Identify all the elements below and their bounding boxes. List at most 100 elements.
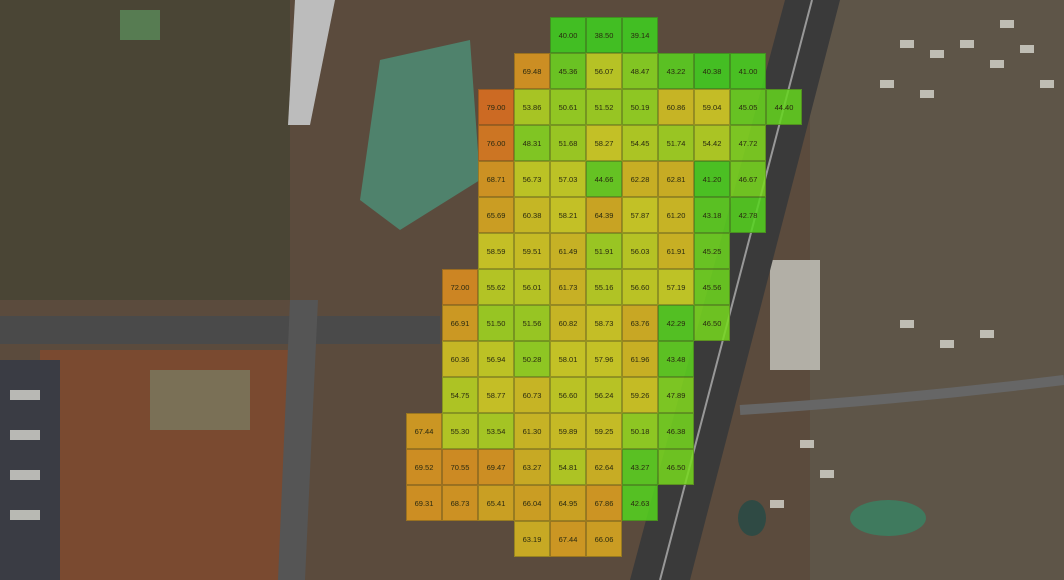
heatmap-cell: 40.00	[550, 17, 586, 53]
heatmap-cell: 56.07	[586, 53, 622, 89]
heatmap-cell: 61.20	[658, 197, 694, 233]
heatmap-cell: 62.28	[622, 161, 658, 197]
heatmap-cell: 76.00	[478, 125, 514, 161]
heatmap-cell: 56.60	[550, 377, 586, 413]
heatmap-cell: 58.73	[586, 305, 622, 341]
heatmap-cell: 56.24	[586, 377, 622, 413]
heatmap-cell: 41.20	[694, 161, 730, 197]
heatmap-cell: 61.49	[550, 233, 586, 269]
heatmap-cell: 65.69	[478, 197, 514, 233]
heatmap-cell: 62.64	[586, 449, 622, 485]
heatmap-cell: 67.44	[406, 413, 442, 449]
heatmap-cell: 69.52	[406, 449, 442, 485]
heatmap-cell: 56.60	[622, 269, 658, 305]
buildings	[10, 10, 1054, 520]
heatmap-cell: 43.48	[658, 341, 694, 377]
heatmap-cell: 58.01	[550, 341, 586, 377]
heatmap-cell: 62.81	[658, 161, 694, 197]
heatmap-cell: 60.82	[550, 305, 586, 341]
heatmap-cell: 50.19	[622, 89, 658, 125]
heatmap-cell: 57.87	[622, 197, 658, 233]
heatmap-cell: 63.27	[514, 449, 550, 485]
heatmap-cell: 57.96	[586, 341, 622, 377]
heatmap-cell: 45.05	[730, 89, 766, 125]
heatmap-cell: 53.86	[514, 89, 550, 125]
pond	[850, 500, 926, 536]
heatmap-cell: 60.36	[442, 341, 478, 377]
heatmap-cell: 50.18	[622, 413, 658, 449]
heatmap-cell: 79.00	[478, 89, 514, 125]
heatmap-cell: 44.66	[586, 161, 622, 197]
heatmap-cell: 46.50	[658, 449, 694, 485]
heatmap-cell: 51.68	[550, 125, 586, 161]
heatmap-cell: 58.21	[550, 197, 586, 233]
quarry-pond	[360, 40, 480, 230]
heatmap-cell: 66.06	[586, 521, 622, 557]
heatmap-cell: 57.03	[550, 161, 586, 197]
heatmap-cell: 55.30	[442, 413, 478, 449]
heatmap-cell: 68.73	[442, 485, 478, 521]
heatmap-cell: 61.73	[550, 269, 586, 305]
heatmap-cell: 69.31	[406, 485, 442, 521]
heatmap-cell: 61.30	[514, 413, 550, 449]
heatmap-cell: 67.44	[550, 521, 586, 557]
heatmap-cell: 51.91	[586, 233, 622, 269]
heatmap-cell: 56.73	[514, 161, 550, 197]
heatmap-cell: 51.50	[478, 305, 514, 341]
heatmap-cell: 59.89	[550, 413, 586, 449]
heatmap-cell: 58.77	[478, 377, 514, 413]
heatmap-cell: 54.75	[442, 377, 478, 413]
heatmap-cell: 43.22	[658, 53, 694, 89]
heatmap-cell: 51.52	[586, 89, 622, 125]
horizontal-road	[0, 316, 440, 344]
heatmap-cell: 59.26	[622, 377, 658, 413]
heatmap-cell: 57.19	[658, 269, 694, 305]
heatmap-cell: 69.48	[514, 53, 550, 89]
heatmap-cell: 67.86	[586, 485, 622, 521]
heatmap-cell: 64.39	[586, 197, 622, 233]
heatmap-cell: 63.76	[622, 305, 658, 341]
heatmap-cell: 54.45	[622, 125, 658, 161]
heatmap-cell: 60.73	[514, 377, 550, 413]
heatmap-cell: 65.41	[478, 485, 514, 521]
heatmap-cell: 38.50	[586, 17, 622, 53]
heatmap-cell: 51.56	[514, 305, 550, 341]
heatmap-cell: 50.61	[550, 89, 586, 125]
heatmap-cell: 48.31	[514, 125, 550, 161]
heatmap-cell: 55.16	[586, 269, 622, 305]
forest-area	[0, 0, 290, 300]
heatmap-cell: 45.25	[694, 233, 730, 269]
heatmap-cell: 61.91	[658, 233, 694, 269]
heatmap-cell: 60.86	[658, 89, 694, 125]
heatmap-cell: 45.36	[550, 53, 586, 89]
heatmap-cell: 58.59	[478, 233, 514, 269]
heatmap-cell: 43.27	[622, 449, 658, 485]
heatmap-cell: 41.00	[730, 53, 766, 89]
heatmap-cell: 59.51	[514, 233, 550, 269]
heatmap-cell: 58.27	[586, 125, 622, 161]
heatmap-cell: 69.47	[478, 449, 514, 485]
heatmap-cell: 53.54	[478, 413, 514, 449]
heatmap-cell: 61.96	[622, 341, 658, 377]
heatmap-cell: 42.63	[622, 485, 658, 521]
heatmap-cell: 66.91	[442, 305, 478, 341]
heatmap-cell: 40.38	[694, 53, 730, 89]
heatmap-cell: 59.04	[694, 89, 730, 125]
heatmap-cell: 56.03	[622, 233, 658, 269]
heatmap-cell: 70.55	[442, 449, 478, 485]
heatmap-cell: 44.40	[766, 89, 802, 125]
heatmap-cell: 43.18	[694, 197, 730, 233]
heatmap-cell: 51.74	[658, 125, 694, 161]
vertical-road	[278, 300, 318, 580]
heatmap-cell: 50.28	[514, 341, 550, 377]
heatmap-cell: 45.56	[694, 269, 730, 305]
heatmap-cell: 56.94	[478, 341, 514, 377]
heatmap-cell: 63.19	[514, 521, 550, 557]
heatmap-cell: 46.38	[658, 413, 694, 449]
heatmap-cell: 48.47	[622, 53, 658, 89]
heatmap-cell: 59.25	[586, 413, 622, 449]
heatmap-cell: 68.71	[478, 161, 514, 197]
heatmap-cell: 60.38	[514, 197, 550, 233]
heatmap-cell: 47.72	[730, 125, 766, 161]
